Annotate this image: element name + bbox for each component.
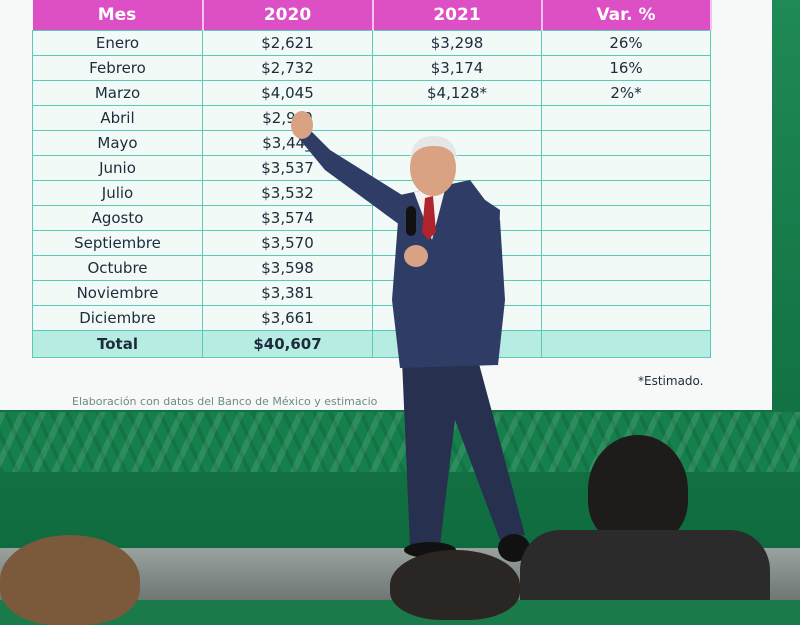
value-2020-cell: $3,661 <box>202 305 373 331</box>
table-header: Mes 2020 2021 Var. % <box>32 0 712 31</box>
value-2020-cell: $3,532 <box>202 180 373 206</box>
header-month: Mes <box>32 0 204 31</box>
value-2020-cell: $2,9_0 <box>202 105 373 131</box>
value-2021-cell: $3,298 <box>372 30 542 56</box>
month-cell: Noviembre <box>32 280 203 306</box>
month-cell: Julio <box>32 180 203 206</box>
value-2020-cell: $3,381 <box>202 280 373 306</box>
tie <box>422 196 436 240</box>
header-variation: Var. % <box>541 0 712 31</box>
table-row: Febrero $2,732 $3,174 16% <box>32 55 711 81</box>
value-2021-cell <box>372 130 542 156</box>
header-2020: 2020 <box>202 0 374 31</box>
audience-shoulders-right <box>520 530 770 600</box>
variation-cell <box>541 155 711 181</box>
value-2020-cell: $3,570 <box>202 230 373 256</box>
table-row: Abril $2,9_0 <box>32 105 711 131</box>
month-cell: Agosto <box>32 205 203 231</box>
audience-head-left <box>0 535 140 625</box>
value-2020-cell: $3,574 <box>202 205 373 231</box>
estimated-footnote: *Estimado. <box>638 374 704 388</box>
pointing-arm <box>292 120 410 225</box>
table-row: Enero $2,621 $3,298 26% <box>32 30 711 56</box>
variation-cell <box>541 180 711 206</box>
variation-cell <box>541 255 711 281</box>
month-cell: Abril <box>32 105 203 131</box>
microphone <box>406 206 416 236</box>
month-cell: Febrero <box>32 55 203 81</box>
pointing-hand <box>291 111 313 139</box>
head <box>410 140 456 196</box>
audience-head-right <box>588 435 688 545</box>
month-cell: Marzo <box>32 80 203 106</box>
total-variation-cell <box>541 330 711 358</box>
value-2020-cell: $2,621 <box>202 30 373 56</box>
holding-hand <box>404 245 428 267</box>
right-arm <box>428 190 500 270</box>
variation-cell <box>541 280 711 306</box>
remittances-table: Mes 2020 2021 Var. % Enero $2,621 $3,298… <box>32 0 712 358</box>
total-2020-cell: $40,607 <box>202 330 373 358</box>
value-2020-cell: $3,598 <box>202 255 373 281</box>
table-row: Marzo $4,045 $4,128* 2%* <box>32 80 711 106</box>
legs <box>402 360 525 545</box>
variation-cell <box>541 230 711 256</box>
variation-cell: 2%* <box>541 80 711 106</box>
month-cell: Mayo <box>32 130 203 156</box>
value-2020-cell: $2,732 <box>202 55 373 81</box>
value-2020-cell: $4,045 <box>202 80 373 106</box>
hair <box>410 136 457 160</box>
variation-cell: 16% <box>541 55 711 81</box>
month-cell: Junio <box>32 155 203 181</box>
source-footnote: Elaboración con datos del Banco de Méxic… <box>72 395 378 408</box>
month-cell: Diciembre <box>32 305 203 331</box>
total-label: Total <box>32 330 203 358</box>
value-2021-cell <box>372 105 542 131</box>
month-cell: Enero <box>32 30 203 56</box>
variation-cell <box>541 305 711 331</box>
header-2021: 2021 <box>372 0 543 31</box>
variation-cell <box>541 205 711 231</box>
presenter-figure <box>291 111 530 562</box>
variation-cell <box>541 105 711 131</box>
audience-head-center <box>390 550 520 620</box>
value-2021-cell: $3,174 <box>372 55 542 81</box>
